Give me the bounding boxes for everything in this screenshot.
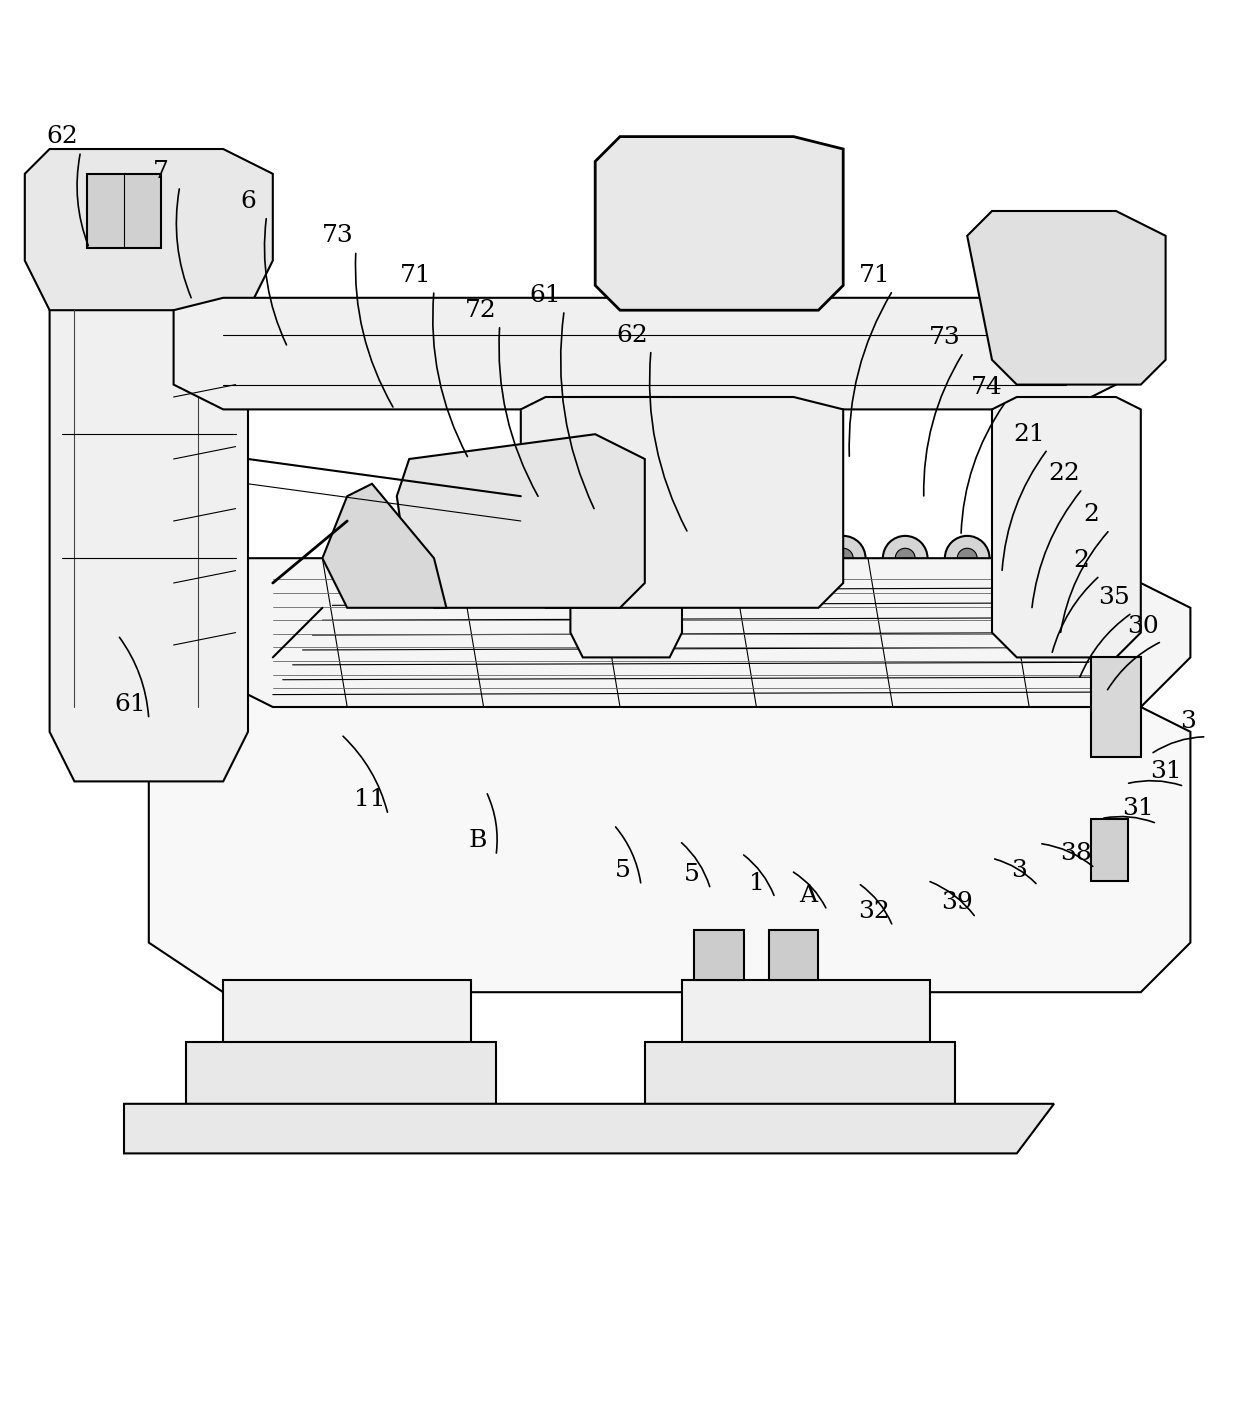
Text: 5: 5 — [615, 860, 630, 882]
Polygon shape — [50, 273, 248, 782]
Bar — [849, 559, 887, 583]
Polygon shape — [992, 397, 1141, 658]
Text: 31: 31 — [1122, 797, 1154, 820]
Text: 30: 30 — [1127, 615, 1159, 638]
Text: 62: 62 — [616, 324, 649, 346]
Text: 3: 3 — [1012, 860, 1027, 882]
Polygon shape — [595, 137, 843, 310]
Polygon shape — [397, 434, 645, 608]
Text: 71: 71 — [858, 264, 890, 287]
Polygon shape — [149, 682, 1190, 993]
Circle shape — [548, 549, 568, 568]
Circle shape — [833, 549, 853, 568]
Polygon shape — [322, 484, 446, 608]
Circle shape — [883, 536, 928, 581]
Polygon shape — [25, 148, 273, 310]
Text: 3: 3 — [1180, 710, 1195, 734]
Polygon shape — [521, 397, 843, 608]
Text: 72: 72 — [465, 298, 497, 322]
Polygon shape — [174, 559, 1190, 707]
Circle shape — [759, 536, 804, 581]
Text: 7: 7 — [154, 160, 169, 182]
Bar — [223, 980, 471, 1055]
Text: 61: 61 — [529, 284, 562, 307]
Text: 22: 22 — [1048, 462, 1080, 485]
Text: 39: 39 — [941, 891, 973, 915]
Bar — [998, 559, 1035, 583]
Text: 2: 2 — [1084, 503, 1099, 526]
Bar — [694, 930, 744, 980]
Circle shape — [1019, 549, 1039, 568]
Text: A: A — [800, 884, 817, 906]
Text: 1: 1 — [749, 871, 764, 895]
Text: 5: 5 — [684, 863, 699, 887]
Circle shape — [821, 536, 866, 581]
Bar — [682, 980, 930, 1055]
Circle shape — [709, 549, 729, 568]
Text: 62: 62 — [46, 124, 78, 148]
Bar — [676, 559, 713, 583]
Text: 73: 73 — [321, 225, 353, 247]
Bar — [186, 1042, 496, 1104]
Bar — [1091, 819, 1128, 881]
Bar — [769, 930, 818, 980]
Circle shape — [635, 549, 655, 568]
Text: 6: 6 — [241, 189, 255, 212]
Text: 74: 74 — [971, 376, 1003, 399]
Polygon shape — [124, 1104, 1054, 1154]
Bar — [87, 174, 161, 249]
Bar — [353, 559, 391, 583]
Polygon shape — [570, 397, 682, 658]
Text: 32: 32 — [858, 901, 890, 923]
Circle shape — [622, 536, 667, 581]
Bar — [1091, 658, 1141, 756]
Circle shape — [697, 536, 742, 581]
Circle shape — [945, 536, 990, 581]
Text: 61: 61 — [114, 693, 146, 715]
Circle shape — [895, 549, 915, 568]
Text: 35: 35 — [1097, 587, 1130, 609]
Text: 2: 2 — [1074, 549, 1089, 573]
Text: 11: 11 — [353, 789, 386, 812]
Text: 21: 21 — [1013, 423, 1045, 445]
Text: B: B — [469, 830, 486, 853]
Circle shape — [1007, 536, 1052, 581]
Polygon shape — [967, 211, 1166, 385]
Circle shape — [957, 549, 977, 568]
Polygon shape — [174, 298, 1116, 410]
Circle shape — [771, 549, 791, 568]
Text: 38: 38 — [1060, 841, 1092, 865]
Circle shape — [536, 536, 580, 581]
Text: 31: 31 — [1149, 759, 1182, 783]
Bar — [645, 1042, 955, 1104]
Text: 71: 71 — [399, 264, 432, 287]
Text: 73: 73 — [929, 327, 961, 349]
Bar — [502, 559, 539, 583]
